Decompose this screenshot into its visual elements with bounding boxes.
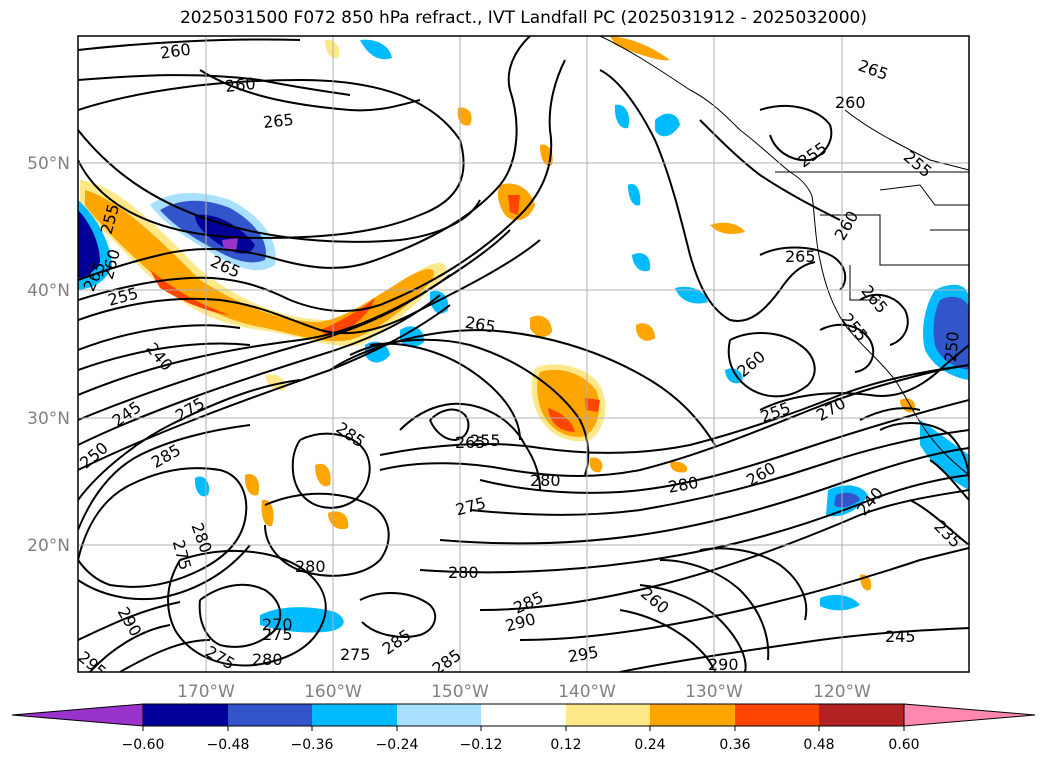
contour-label: 275	[262, 625, 293, 644]
longitude-labels: 170°W 160°W 150°W 140°W 130°W 120°W	[177, 682, 871, 702]
latitude-labels: 50°N 40°N 30°N 20°N	[27, 154, 70, 556]
lon-label: 120°W	[813, 682, 871, 702]
contour-label: 240	[142, 339, 176, 375]
contour-label: 275	[169, 538, 195, 572]
colorbar-tick-label: 0.60	[888, 737, 919, 753]
colorbar-tick-label: −0.48	[207, 737, 250, 753]
contour-label: 265	[785, 247, 816, 266]
contour-label: 270	[262, 615, 293, 634]
contour-label: 245	[109, 397, 145, 430]
lat-label: 30°N	[27, 409, 70, 429]
colorbar-tick-label: −0.36	[291, 737, 334, 753]
contour-label: 265	[262, 110, 294, 132]
colorbar-frame	[142, 703, 905, 727]
contour-label: 295	[566, 642, 599, 666]
contour-label: 280	[252, 650, 283, 669]
refractivity-contours	[78, 36, 969, 672]
contour-label: 275	[340, 645, 371, 664]
contour-label: 285	[148, 440, 184, 472]
contour-label: 265	[856, 56, 891, 84]
colorbar: −0.60 −0.48 −0.36 −0.24 −0.12 0.12 0.24 …	[11, 703, 1036, 753]
contour-label: 255	[795, 138, 831, 171]
graticule	[78, 36, 969, 672]
contour-label: 280	[667, 473, 700, 497]
colorbar-segment	[143, 704, 228, 726]
colorbar-segment	[566, 704, 650, 726]
contour-label: 265	[455, 433, 486, 452]
map-content: 260 260 265 265 260 255 260 265 255 260 …	[74, 36, 969, 681]
lat-label: 20°N	[27, 536, 70, 556]
colorbar-tick-label: 0.12	[550, 737, 581, 753]
colorbar-segment	[735, 704, 819, 726]
contour-label: 265	[464, 313, 497, 337]
colorbar-tick-label: −0.60	[122, 737, 165, 753]
contour-label: 295	[74, 647, 110, 681]
contour-label: 260	[224, 74, 256, 96]
contour-label: 280	[295, 557, 326, 576]
colorbar-extend-min	[11, 703, 144, 727]
colorbar-segment	[312, 704, 397, 726]
colorbar-tick-label: −0.12	[460, 737, 503, 753]
contour-label: 235	[930, 517, 965, 552]
contour-label: 255	[758, 398, 793, 426]
lon-label: 150°W	[431, 682, 489, 702]
contour-label: 275	[453, 493, 487, 519]
contour-label: 255	[837, 309, 871, 345]
contour-label: 260	[835, 93, 866, 112]
map-frame	[77, 35, 970, 673]
colorbar-tick-label: 0.48	[803, 737, 834, 753]
lon-label: 170°W	[177, 682, 235, 702]
contour-label: 260	[831, 208, 863, 244]
contour-label: 285	[429, 645, 465, 678]
contour-label: 255	[106, 284, 140, 310]
colorbar-segment	[650, 704, 735, 726]
colorbar-extend-max	[903, 703, 1036, 727]
colorbar-segment	[819, 704, 904, 726]
colorbar-tick-label: 0.24	[634, 737, 665, 753]
lat-label: 50°N	[27, 154, 70, 174]
contour-label: 255	[900, 147, 936, 181]
contour-label: 250	[941, 331, 963, 363]
contour-label: 280	[530, 471, 561, 490]
contour-label: 260	[743, 458, 779, 490]
contour-label: 245	[885, 627, 916, 646]
lon-label: 160°W	[304, 682, 362, 702]
colorbar-segment	[228, 704, 312, 726]
coastline	[599, 36, 969, 476]
colorbar-segment	[397, 704, 481, 726]
colorbar-tick-label: −0.24	[376, 737, 419, 753]
contour-label: 260	[159, 40, 192, 63]
contour-label: 290	[708, 655, 739, 674]
colorbar-segment	[481, 704, 566, 726]
lon-label: 130°W	[685, 682, 743, 702]
contour-label: 290	[503, 609, 537, 635]
lon-label: 140°W	[558, 682, 616, 702]
contour-label: 280	[448, 563, 479, 582]
lat-label: 40°N	[27, 281, 70, 301]
map-title: 2025031500 F072 850 hPa refract., IVT La…	[179, 8, 867, 28]
contour-label: 265	[857, 281, 891, 317]
contour-label: 285	[379, 625, 415, 658]
colorbar-tick-label: 0.36	[719, 737, 750, 753]
contour-label: 255	[470, 431, 501, 450]
contour-label: 280	[187, 520, 215, 555]
contour-label: 285	[333, 418, 369, 451]
